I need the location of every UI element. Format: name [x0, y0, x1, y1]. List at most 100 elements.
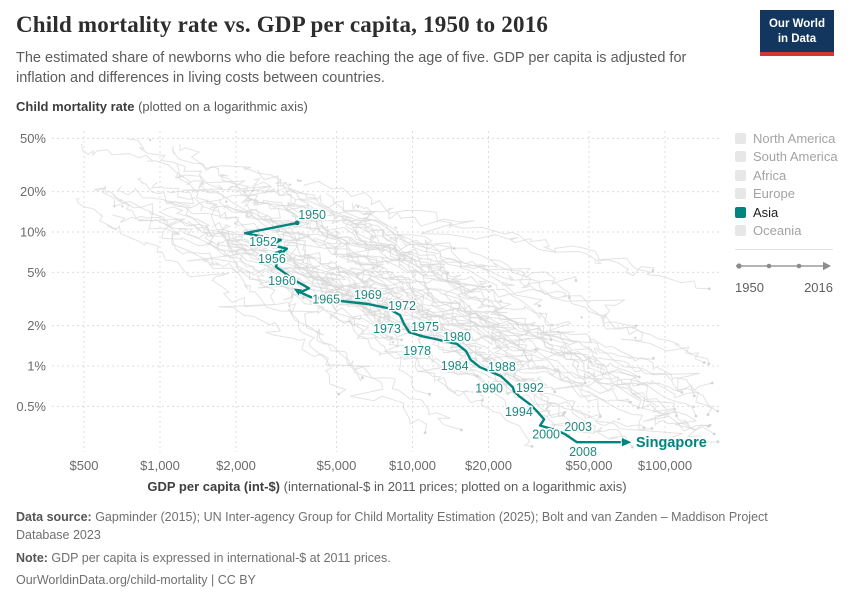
- background-endpoint-dot: [629, 400, 632, 404]
- owid-logo[interactable]: Our World in Data: [759, 10, 834, 56]
- series-start-dot: [294, 220, 300, 226]
- background-endpoint-dot: [488, 284, 492, 288]
- background-country-line: [346, 287, 683, 393]
- background-endpoint-dot: [397, 300, 400, 304]
- background-dot: [692, 405, 695, 409]
- background-endpoint-dot: [637, 375, 641, 379]
- line-end-arrow-icon: [621, 438, 632, 447]
- year-label: 1975: [411, 320, 439, 334]
- background-dot: [296, 179, 300, 182]
- y-axis-tick-label: 2%: [27, 318, 46, 333]
- year-label: 1978: [403, 344, 431, 358]
- legend-item-africa[interactable]: Africa: [735, 166, 847, 185]
- background-endpoint-dot: [452, 247, 456, 250]
- background-country-line: [159, 211, 483, 404]
- legend-item-south-america[interactable]: South America: [735, 148, 847, 167]
- background-country-line: [351, 202, 568, 417]
- background-endpoint-dot: [427, 355, 431, 358]
- note-label: Note:: [16, 550, 48, 565]
- background-country-line: [257, 169, 601, 417]
- background-endpoint-dot: [428, 392, 431, 396]
- background-endpoint-dot: [530, 445, 534, 448]
- background-endpoint-dot: [710, 381, 714, 385]
- chart-footer: Data source: Gapminder (2015); UN Inter-…: [16, 509, 818, 595]
- year-label: 1984: [441, 359, 469, 373]
- direction-reversal-arrow-icon: [293, 288, 302, 296]
- background-dot: [525, 332, 528, 335]
- legend-item-north-america[interactable]: North America: [735, 129, 847, 148]
- timeline-start-year[interactable]: 1950: [735, 280, 764, 295]
- background-dot: [557, 330, 560, 333]
- x-axis-title: GDP per capita (int-$) (international-$ …: [147, 479, 626, 494]
- background-endpoint-dot: [708, 287, 711, 291]
- background-country-line: [251, 177, 448, 278]
- year-label: 1992: [516, 381, 544, 395]
- background-endpoint-dot: [706, 413, 710, 417]
- background-endpoint-dot: [563, 411, 567, 414]
- y-axis-tick-label: 10%: [20, 225, 46, 240]
- year-labels: 1950 1952 1956 1960 1965 1969 1972 1973 1975 1978…: [248, 206, 599, 460]
- license-line[interactable]: OurWorldinData.org/child-mortality | CC …: [16, 573, 256, 588]
- background-endpoint-dot: [642, 426, 646, 430]
- background-dot: [617, 417, 620, 421]
- background-endpoint-dot: [398, 257, 401, 260]
- legend-item-oceania[interactable]: Oceania: [735, 222, 847, 241]
- background-country-line: [245, 240, 645, 429]
- background-endpoint-dot: [460, 428, 463, 432]
- background-country-line: [93, 187, 438, 324]
- legend-swatch: [735, 188, 746, 200]
- y-axis-tick-label: 5%: [27, 265, 46, 280]
- background-dot: [637, 383, 640, 387]
- background-dot: [362, 286, 365, 289]
- singapore-label[interactable]: Singapore: [634, 433, 708, 453]
- singapore-line[interactable]: [243, 221, 622, 444]
- timeline-axis[interactable]: [735, 260, 833, 272]
- year-label: 2008: [569, 445, 597, 459]
- background-dot: [394, 226, 397, 229]
- timeline-slider[interactable]: 1950 2016: [735, 249, 833, 295]
- background-endpoint-dot: [707, 362, 711, 366]
- timeline-start-handle[interactable]: [736, 263, 742, 269]
- x-axis-tick-label: $20,000: [465, 458, 512, 473]
- background-dot: [302, 296, 305, 300]
- background-dot: [550, 323, 554, 326]
- legend-swatch: [735, 206, 746, 218]
- background-dot: [268, 262, 271, 265]
- y-axis-tick-label: 1%: [27, 359, 46, 374]
- background-endpoint-dot: [583, 381, 587, 384]
- timeline-end-year[interactable]: 2016: [804, 280, 833, 295]
- background-endpoint-dot: [716, 440, 720, 444]
- legend-item-asia[interactable]: Asia: [735, 203, 847, 222]
- background-country-line: [162, 206, 640, 378]
- background-dot: [634, 336, 637, 339]
- timeline-dot: [796, 263, 802, 269]
- page-title: Child mortality rate vs. GDP per capita,…: [16, 12, 549, 37]
- background-dot: [121, 205, 124, 208]
- data-source-line: Data source: Gapminder (2015); UN Inter-…: [16, 509, 818, 545]
- legend-swatch: [735, 132, 746, 144]
- legend-label: South America: [753, 149, 838, 165]
- legend: North America South America Africa Europe As…: [735, 129, 847, 295]
- background-dot: [499, 299, 502, 303]
- background-dot: [277, 228, 280, 232]
- background-endpoint-dot: [534, 348, 538, 351]
- legend-label: North America: [753, 130, 836, 146]
- background-endpoint-dot: [668, 437, 672, 440]
- background-dot: [113, 205, 116, 208]
- background-endpoint-dot: [505, 361, 509, 365]
- legend-item-europe[interactable]: Europe: [735, 185, 847, 204]
- year-label: 1973: [373, 322, 401, 336]
- background-endpoint-dot: [423, 431, 427, 435]
- background-endpoint-dot: [561, 413, 565, 417]
- x-axis-tick-label: $50,000: [566, 458, 613, 473]
- background-endpoint-dot: [651, 269, 655, 273]
- y-axis-tick-label: 20%: [20, 184, 46, 199]
- legend-label: Asia: [753, 204, 779, 220]
- background-country-line: [277, 207, 655, 362]
- y-axis-tick-label: 0.5%: [16, 399, 46, 414]
- background-country-line: [347, 270, 719, 444]
- background-endpoint-dot: [549, 338, 553, 341]
- timeline-end-arrow-icon: [823, 261, 831, 271]
- data-source-text: Gapminder (2015); UN Inter-agency Group …: [16, 510, 768, 542]
